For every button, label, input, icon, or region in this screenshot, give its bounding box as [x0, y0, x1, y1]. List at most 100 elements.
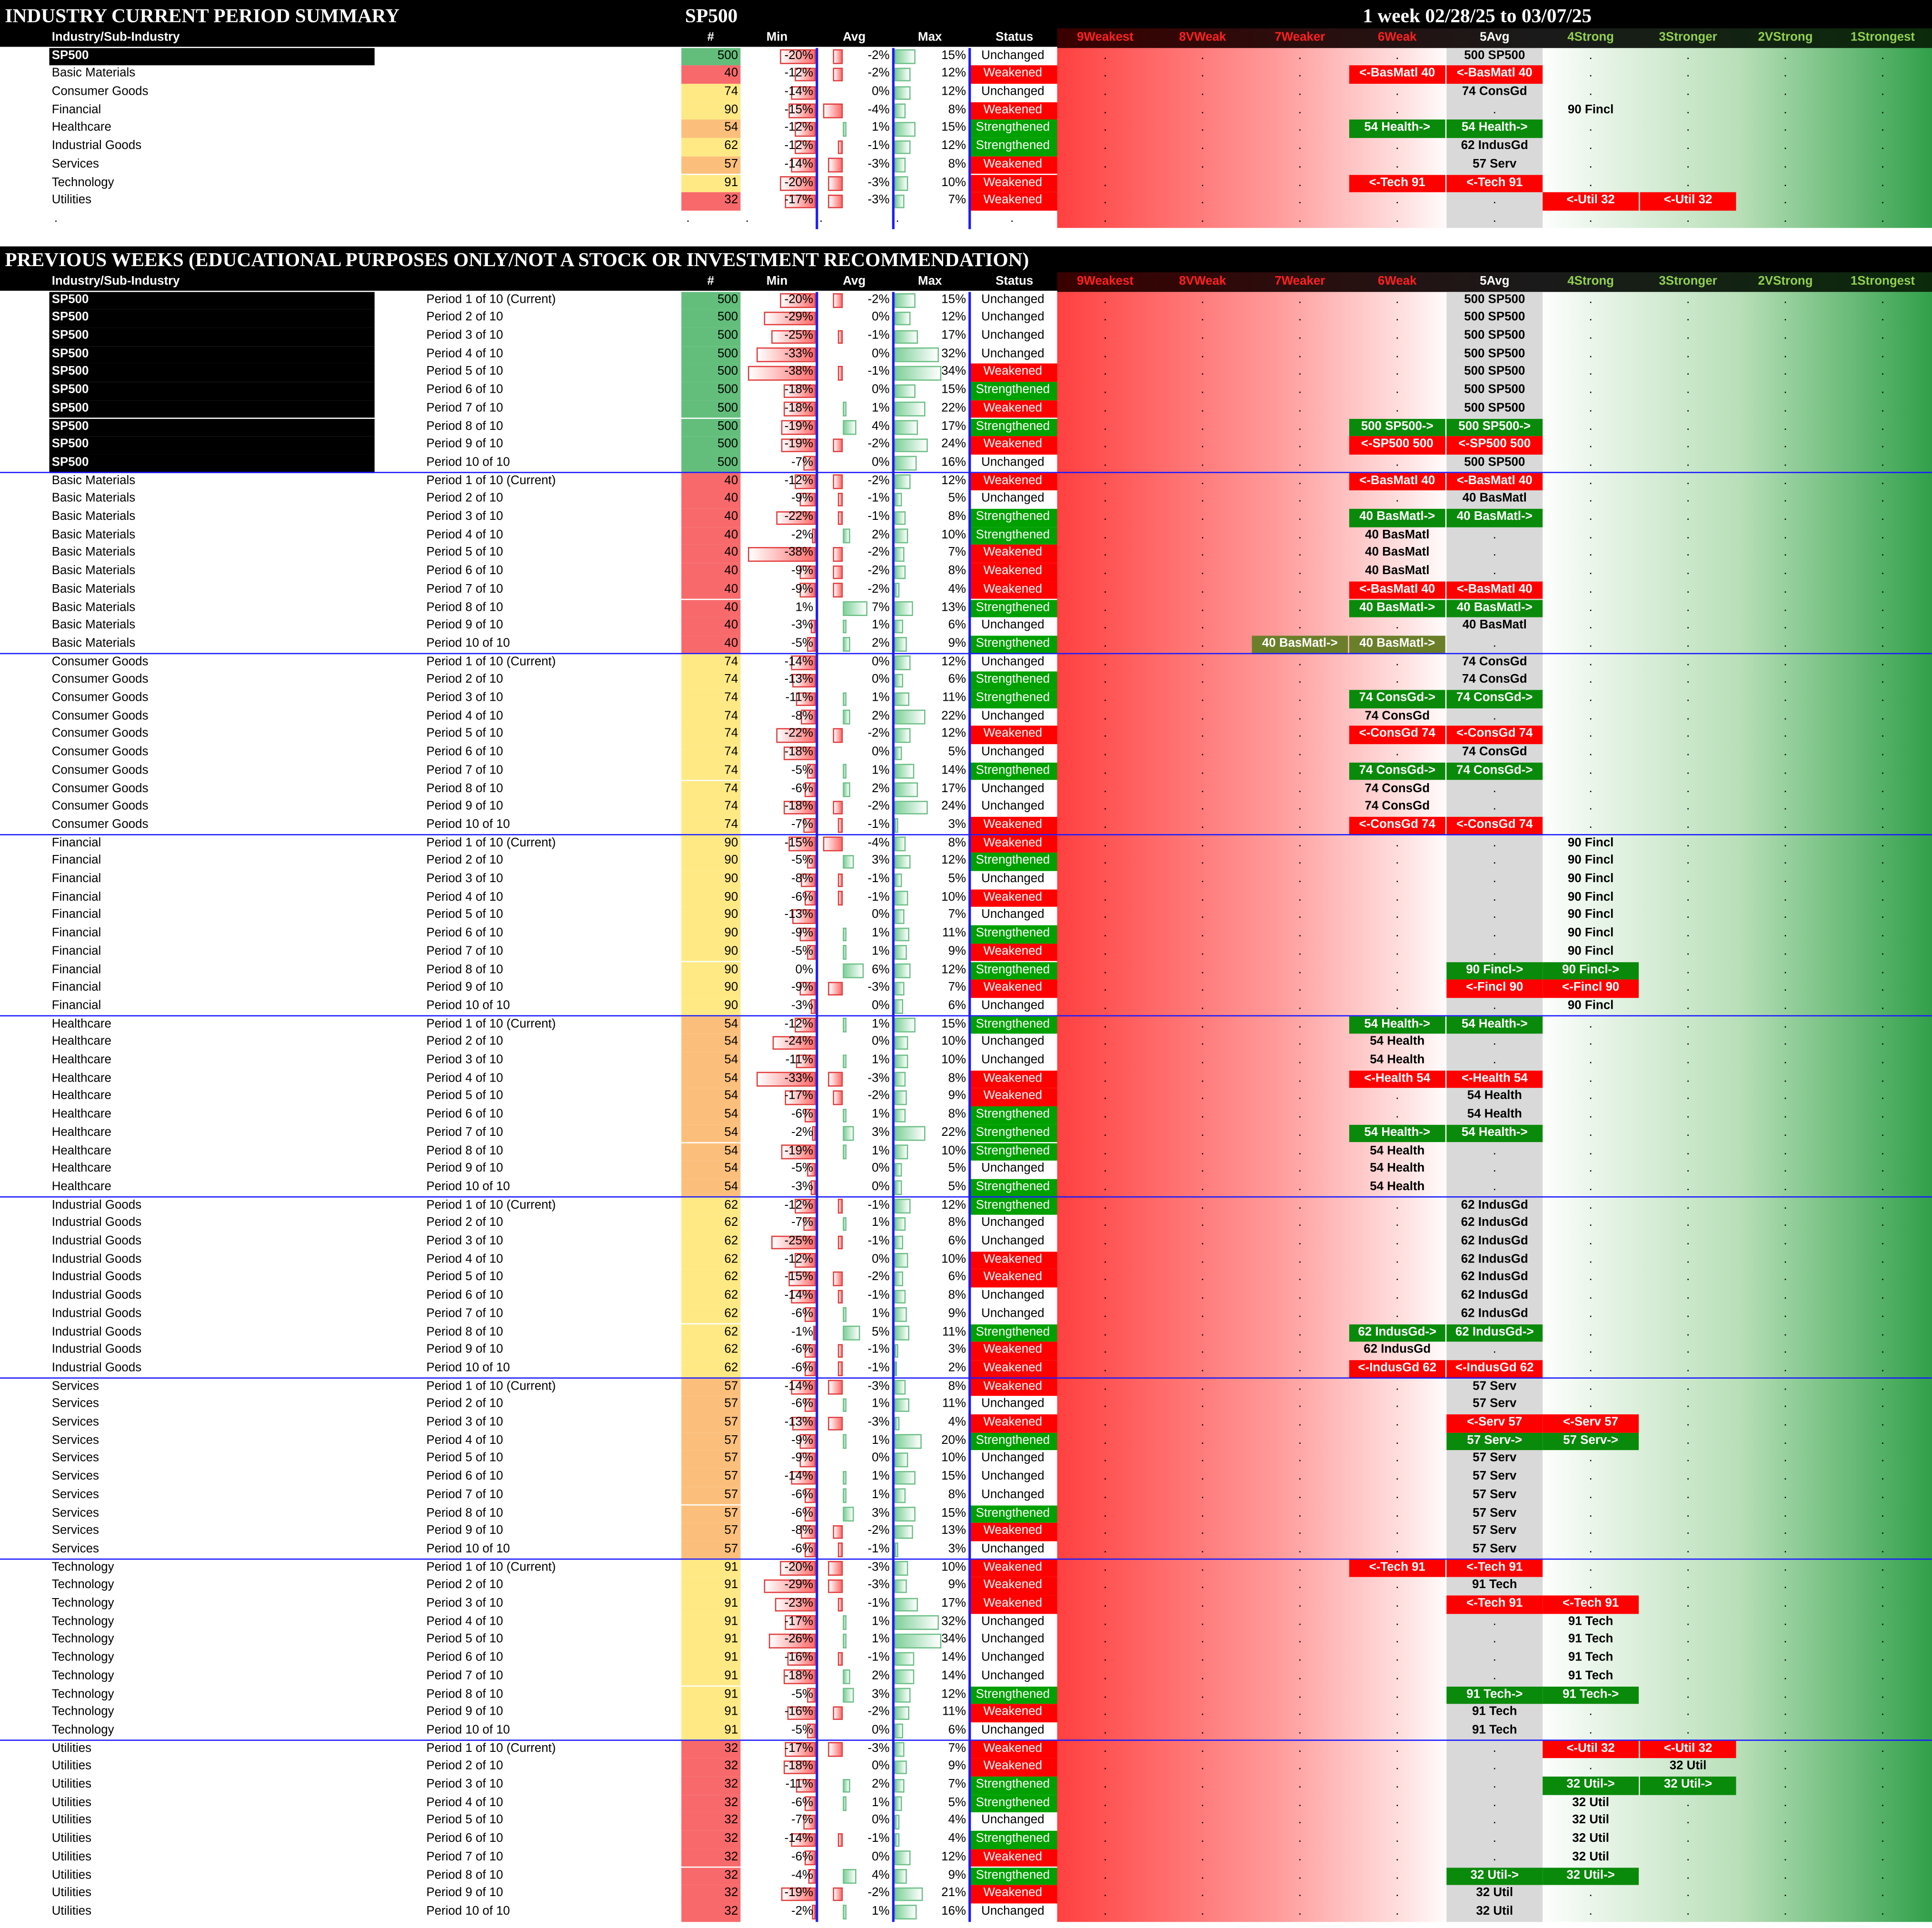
rating-slot-3: .	[1298, 981, 1302, 995]
min-cell: -17%	[740, 1740, 816, 1759]
max-value: 8%	[948, 1107, 966, 1122]
rating-slot-2: .	[1201, 908, 1205, 922]
period-cell: Period 3 of 10	[426, 691, 503, 705]
avg-cell: -1%	[817, 1233, 892, 1252]
rating-header-7: 3Stronger	[1659, 30, 1717, 45]
min-cell: -16%	[740, 1704, 816, 1722]
rating-slot-3: .	[1298, 691, 1302, 705]
avg-cell: -1%	[817, 328, 892, 346]
avg-value: 1%	[872, 1107, 890, 1122]
period-cell: Period 2 of 10	[426, 492, 503, 506]
min-value: -9%	[791, 564, 814, 578]
avg-cell: 5%	[817, 1324, 892, 1342]
rating-slot-7: .	[1686, 1615, 1690, 1629]
avg-value: 2%	[872, 1778, 890, 1791]
max-value: 9%	[948, 1868, 966, 1882]
rating-slot-4: .	[1395, 1850, 1399, 1864]
rating-slot-2: .	[1201, 1488, 1205, 1502]
rating-slot-2: .	[1201, 1832, 1205, 1846]
rating-slot-1: .	[1103, 139, 1107, 153]
min-cell: -29%	[740, 309, 816, 328]
max-value: 10%	[941, 175, 966, 189]
avg-value: 1%	[872, 401, 890, 415]
rating-slot-1: .	[1103, 492, 1107, 506]
rating-slot-8: .	[1783, 872, 1787, 886]
rating-slot-3: .	[1298, 1053, 1302, 1067]
count-cell: 74	[681, 654, 741, 672]
status-cell: Strengthened	[968, 672, 1057, 690]
min-value: -5%	[791, 1162, 814, 1176]
min-cell: -17%	[740, 1613, 816, 1631]
dot-cell: .	[686, 211, 690, 226]
rating-slot-2: .	[1201, 836, 1205, 850]
status-cell: Unchanged	[981, 709, 1045, 723]
rating-slot-1: .	[1103, 1053, 1107, 1067]
max-value: 5%	[948, 492, 966, 506]
rating-slot-8: .	[1783, 618, 1787, 633]
min-bar	[790, 1380, 816, 1395]
rating-slot-1: .	[1103, 437, 1107, 451]
rating-slot-9: .	[1881, 383, 1885, 397]
max-value: 4%	[948, 582, 966, 596]
period-cell: Period 9 of 10	[426, 1524, 503, 1538]
rating-slot-6: .	[1589, 1759, 1593, 1773]
rating-slot-6: .	[1589, 1542, 1593, 1556]
rating-slot-6: 32 Util	[1572, 1832, 1609, 1846]
count-cell: 54	[681, 1161, 741, 1179]
rating-header-9: 1Strongest	[1850, 30, 1915, 45]
rating-slot-8: .	[1783, 727, 1787, 741]
avg-cell: -1%	[817, 1541, 892, 1559]
max-value: 15%	[941, 121, 966, 135]
rating-slot-1: .	[1103, 564, 1107, 578]
dot-cell: .	[896, 211, 899, 226]
rating-slot-8: .	[1783, 419, 1787, 433]
count-cell: 57	[681, 1396, 741, 1414]
table-row: SP500 Period 3 of 10 500 -25% -1% 17% Unchange…	[0, 328, 1932, 346]
avg-value: -4%	[867, 836, 890, 850]
rating-slot-4: .	[1395, 1397, 1399, 1411]
rating-slot-7: .	[1686, 1524, 1690, 1538]
avg-value: 2%	[872, 709, 890, 723]
rating-slot-3: .	[1298, 1832, 1302, 1846]
avg-value: 1%	[872, 1216, 890, 1230]
min-cell: -5%	[740, 1161, 816, 1179]
date-range: 1 week 02/28/25 to 03/07/25	[1363, 6, 1592, 27]
table-row: Technology 91 -20% -3% 10% Weakened... <-Tech …	[0, 174, 1932, 193]
rating-slot-2: .	[1201, 1451, 1205, 1466]
header-status: Status	[996, 275, 1034, 288]
rating-slot-6: 90 Fincl	[1567, 854, 1614, 868]
max-cell: 16%	[893, 455, 968, 473]
avg-value: 1%	[872, 1053, 890, 1067]
rating-slot-9: .	[1881, 1723, 1885, 1737]
rating-slot-4: .	[1395, 618, 1399, 633]
table-row: Healthcare Period 6 of 10 54 -6% 1% 8% Strengt…	[0, 1106, 1932, 1125]
status-cell: Unchanged	[981, 1053, 1045, 1067]
table-row: Consumer Goods Period 3 of 10 74 -11% 1% 11% S…	[0, 690, 1932, 708]
period-cell: Period 3 of 10	[426, 1415, 503, 1430]
avg-bar	[837, 329, 843, 344]
min-bar	[757, 1072, 816, 1087]
status-cell: Weakened	[968, 174, 1057, 193]
table-row: Basic Materials Period 7 of 10 40 -9% -2% 4% W…	[0, 581, 1932, 600]
rating-slot-8: .	[1783, 456, 1787, 469]
period-cell: Period 5 of 10	[426, 365, 503, 379]
rating-slot-5: .	[1493, 103, 1496, 117]
rating-slot-1: .	[1103, 347, 1107, 361]
industry-cell: Utilities	[51, 1886, 92, 1900]
rating-slot-2: .	[1201, 347, 1205, 361]
rating-header-5: 5Avg	[1480, 30, 1510, 45]
industry-cell: SP500	[49, 436, 375, 455]
max-cell: 32%	[893, 346, 968, 364]
period-cell: Period 7 of 10	[426, 1850, 503, 1864]
rating-header-6: 4Strong	[1567, 30, 1614, 45]
max-cell: 15%	[893, 291, 968, 309]
avg-bar	[837, 1235, 843, 1250]
rating-slot-2: .	[1201, 292, 1205, 307]
max-bar	[894, 1072, 906, 1087]
avg-value: -1%	[867, 1832, 890, 1846]
table-row: Healthcare Period 1 of 10 (Current) 54 -12%…	[0, 1016, 1932, 1034]
count-cell: 500	[681, 328, 741, 346]
rating-slot-3: .	[1298, 67, 1302, 80]
avg-cell: -2%	[817, 48, 892, 66]
max-cell: 8%	[893, 509, 968, 527]
